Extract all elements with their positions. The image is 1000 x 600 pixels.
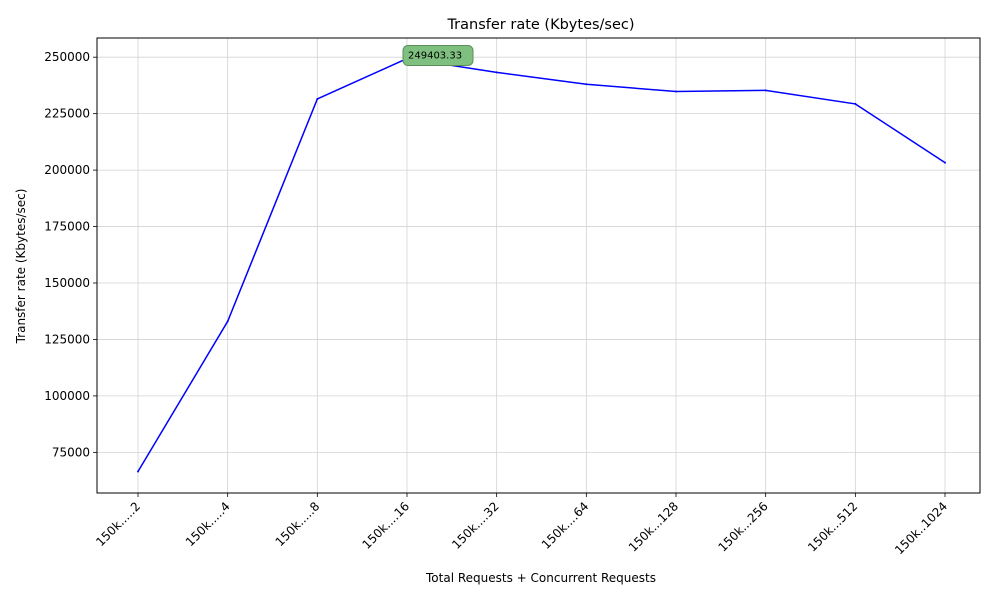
y-tick-label: 250000 [44,50,90,64]
x-tick-label: 150k..1024 [892,499,950,557]
grid-lines [97,38,980,493]
x-tick-label: 150k....64 [539,499,592,552]
y-tick-label: 75000 [52,445,90,459]
data-point [495,71,498,74]
annotation-layer: 249403.33 [402,45,474,67]
y-tick-label: 100000 [44,389,90,403]
y-tick-label: 225000 [44,107,90,121]
y-tick-label: 125000 [44,332,90,346]
data-point [764,89,767,92]
y-tick-label: 175000 [44,220,90,234]
x-tick-label: 150k.....8 [273,499,323,549]
data-point [944,161,946,164]
series-line [137,57,946,472]
chart-title: Transfer rate (Kbytes/sec) [446,17,634,33]
y-axis-ticks: 75000 100000 125000 150000 175000 200000 22500… [44,50,97,459]
y-tick-label: 200000 [44,163,90,177]
series-layer [137,57,946,473]
annotation-label: 249403.33 [408,51,462,62]
plot-frame [96,37,981,494]
data-point [316,97,319,100]
x-tick-label: 150k...512 [805,499,860,554]
x-tick-label: 150k.....2 [93,499,143,549]
data-point [226,320,229,323]
x-tick-label: 150k....32 [449,499,502,552]
data-point [854,102,857,105]
data-point [585,83,588,86]
y-axis-label: Transfer rate (Kbytes/sec) [14,189,28,345]
y-tick-label: 150000 [44,276,90,290]
x-axis-label: Total Requests + Concurrent Requests [425,571,656,585]
x-tick-label: 150k....16 [360,499,413,552]
x-tick-label: 150k...128 [626,499,681,554]
data-point [137,470,139,473]
x-tick-label: 150k...256 [715,499,770,554]
annotation-box [402,45,474,67]
x-axis-ticks: 150k.....2 150k.....4 150k.....8 150k....16… [93,493,950,557]
x-tick-label: 150k.....4 [183,499,233,549]
data-point [675,90,677,93]
